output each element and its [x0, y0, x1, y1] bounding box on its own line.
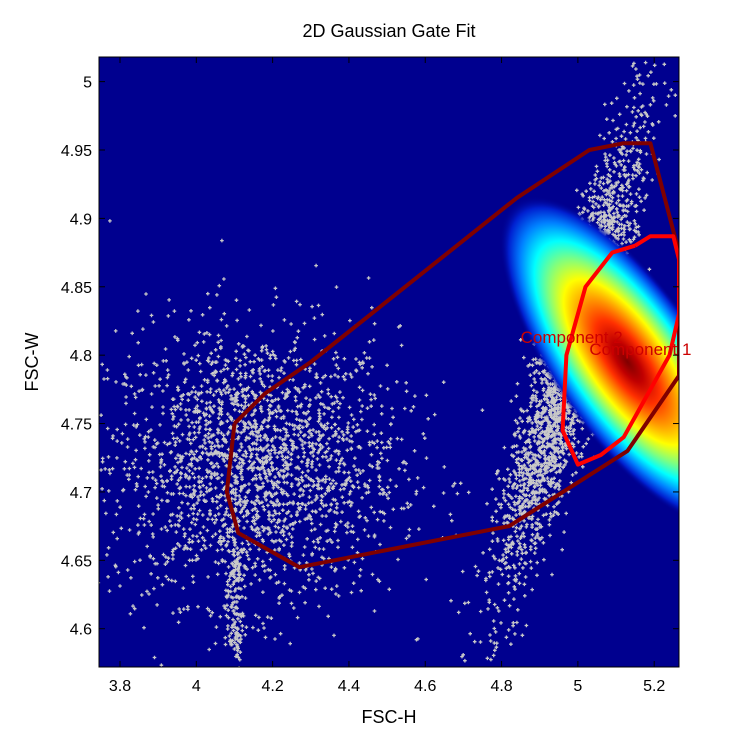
- x-tick-label: 3.8: [109, 678, 131, 695]
- density-blob: [499, 196, 679, 528]
- y-tick-label: 4.9: [70, 211, 92, 228]
- outer-gate: [224, 141, 679, 570]
- y-tick-label: 4.95: [61, 143, 92, 160]
- x-tick-label: 5: [573, 678, 582, 695]
- y-tick-label: 4.6: [70, 622, 92, 639]
- x-tick-label: 4.2: [261, 678, 283, 695]
- x-tick-label: 4.8: [490, 678, 512, 695]
- y-tick-label: 4.8: [70, 348, 92, 365]
- density-heatmap: [499, 196, 679, 528]
- chart-title: 2D Gaussian Gate Fit: [302, 21, 475, 41]
- y-tick-label: 4.65: [61, 553, 92, 570]
- x-tick-label: 4.4: [338, 678, 360, 695]
- y-axis: 4.6 4.65 4.7 4.75 4.8 4.85 4.9 4.95 5: [61, 75, 679, 639]
- x-axis-title: FSC-H: [362, 707, 417, 727]
- y-tick-label: 4.85: [61, 280, 92, 297]
- y-tick-label: 4.7: [70, 485, 92, 502]
- y-tick-label: 5: [83, 75, 92, 92]
- component-label-2: Component 1: [589, 340, 691, 359]
- x-tick-label: 4: [192, 678, 201, 695]
- gate-outlines: [224, 141, 679, 570]
- y-tick-label: 4.75: [61, 417, 92, 434]
- y-axis-title: FSC-W: [22, 332, 42, 391]
- component-label-1: Component 2: [521, 328, 623, 347]
- plot-frame: [98, 56, 680, 668]
- x-tick-label: 5.2: [643, 678, 665, 695]
- x-axis: 3.8 4 4.2 4.4 4.6 4.8 5 5.2: [109, 57, 665, 695]
- component-1-gate: [560, 234, 679, 467]
- x-tick-label: 4.6: [414, 678, 436, 695]
